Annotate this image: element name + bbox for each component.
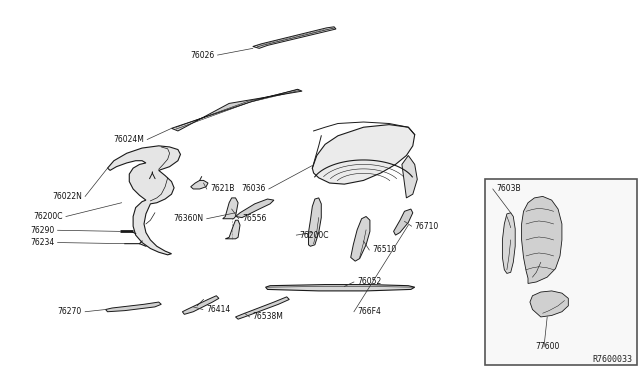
Polygon shape <box>312 125 415 184</box>
Polygon shape <box>522 196 562 283</box>
Polygon shape <box>191 180 208 189</box>
Polygon shape <box>108 146 180 255</box>
Polygon shape <box>182 296 219 314</box>
Text: 76234: 76234 <box>30 238 54 247</box>
Text: 76414: 76414 <box>206 305 230 314</box>
Text: 76200C: 76200C <box>33 212 63 221</box>
Polygon shape <box>106 302 161 312</box>
Text: 76556: 76556 <box>242 214 266 223</box>
Text: 76710: 76710 <box>415 222 439 231</box>
Bar <box>485 179 637 365</box>
Text: 76026: 76026 <box>190 51 214 60</box>
Polygon shape <box>236 297 289 319</box>
Text: 76200C: 76200C <box>300 231 329 240</box>
Polygon shape <box>394 209 413 235</box>
Polygon shape <box>502 213 515 273</box>
Text: 7603B: 7603B <box>496 185 520 193</box>
Text: 7621B: 7621B <box>210 185 234 193</box>
Polygon shape <box>308 198 321 246</box>
Text: 76360N: 76360N <box>173 214 204 223</box>
Polygon shape <box>236 199 274 218</box>
Text: 77600: 77600 <box>535 342 559 351</box>
Polygon shape <box>266 285 415 291</box>
Polygon shape <box>351 217 370 261</box>
Text: 76052: 76052 <box>357 278 381 286</box>
Text: 76036: 76036 <box>241 185 266 193</box>
Polygon shape <box>223 198 238 219</box>
Text: 76538M: 76538M <box>253 312 284 321</box>
Text: 766F4: 766F4 <box>357 307 381 316</box>
Text: 76024M: 76024M <box>113 135 144 144</box>
Polygon shape <box>530 291 568 317</box>
Text: R7600033: R7600033 <box>593 355 632 364</box>
Polygon shape <box>225 220 240 239</box>
Text: 76290: 76290 <box>30 226 54 235</box>
Text: 76022N: 76022N <box>52 192 82 201</box>
Polygon shape <box>172 89 302 131</box>
Polygon shape <box>402 155 417 198</box>
Text: 76510: 76510 <box>372 246 397 254</box>
Polygon shape <box>253 27 336 48</box>
Text: 76270: 76270 <box>58 307 82 316</box>
